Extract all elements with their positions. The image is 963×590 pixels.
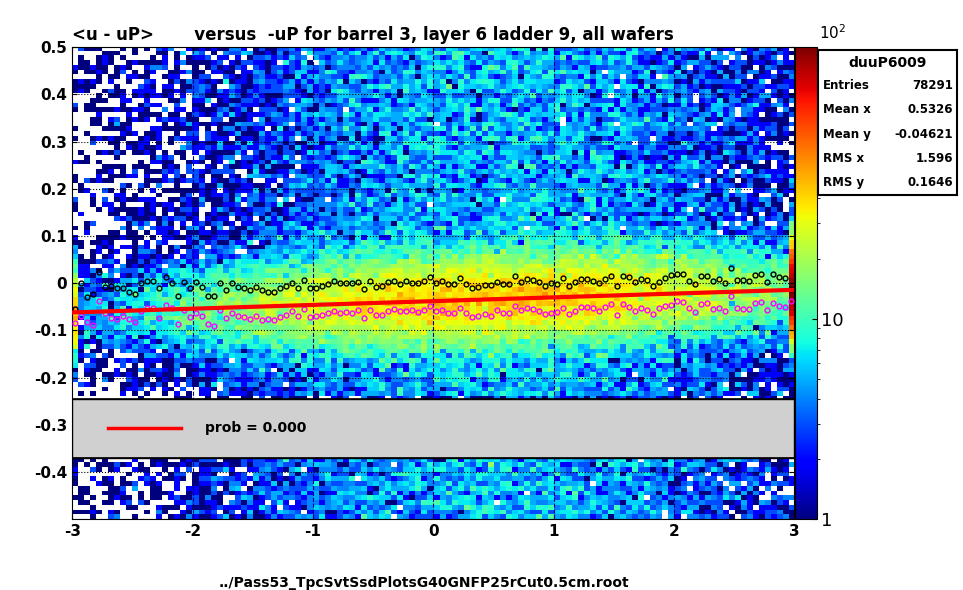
Text: Entries: Entries (823, 79, 870, 92)
Text: ../Pass53_TpcSvtSsdPlotsG40GNFP25rCut0.5cm.root: ../Pass53_TpcSvtSsdPlotsG40GNFP25rCut0.5… (219, 576, 629, 590)
Text: $10^2$: $10^2$ (819, 24, 846, 42)
Text: duuP6009: duuP6009 (848, 56, 926, 70)
Text: Mean y: Mean y (823, 127, 872, 140)
Bar (72, 399, 794, 458)
Text: 1.596: 1.596 (916, 152, 953, 165)
Text: RMS x: RMS x (823, 152, 865, 165)
Text: Mean x: Mean x (823, 103, 872, 116)
Text: <u - uP>       versus  -uP for barrel 3, layer 6 ladder 9, all wafers: <u - uP> versus -uP for barrel 3, layer … (72, 27, 674, 44)
Text: 78291: 78291 (912, 79, 953, 92)
Text: RMS y: RMS y (823, 176, 865, 189)
Text: 0.5326: 0.5326 (907, 103, 953, 116)
Text: prob = 0.000: prob = 0.000 (205, 421, 306, 435)
Text: -0.04621: -0.04621 (895, 127, 953, 140)
Text: 0.1646: 0.1646 (907, 176, 953, 189)
